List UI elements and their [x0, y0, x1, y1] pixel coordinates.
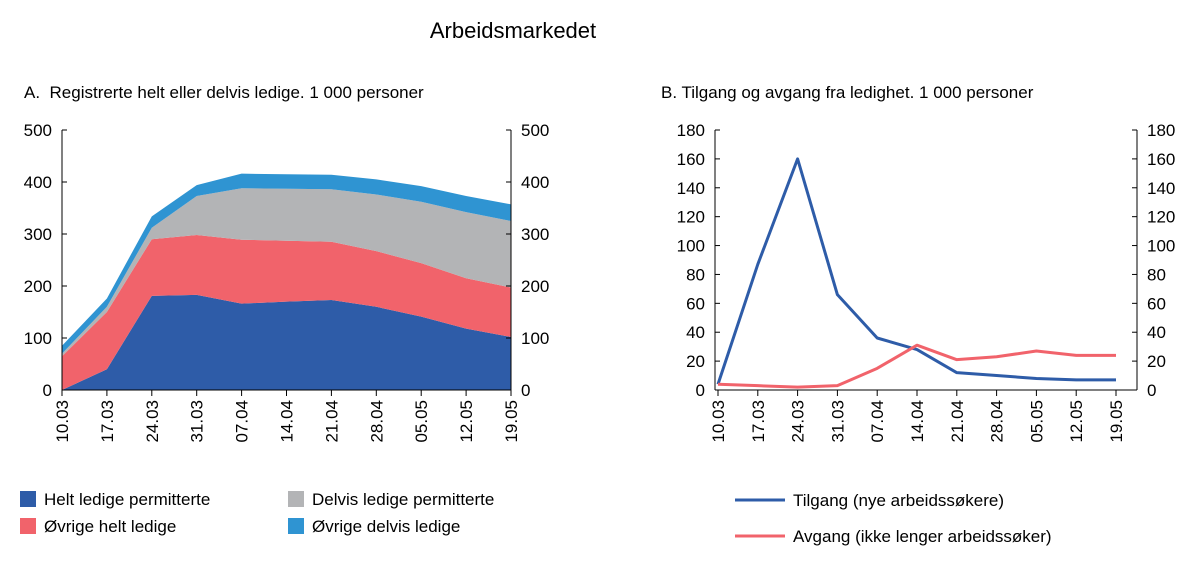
y-tick-label-left: 0 [43, 381, 52, 400]
x-tick-label: 14.04 [908, 400, 927, 443]
panel-a-title: A. Registrerte helt eller delvis ledige.… [24, 83, 424, 102]
legend-item-a-3: Delvis ledige permitterte [288, 490, 494, 509]
line-series [716, 157, 1116, 389]
y-tick-label-right: 40 [1147, 323, 1166, 342]
x-tick-label: 12.05 [1067, 400, 1086, 443]
y-tick-label-right: 180 [1147, 121, 1175, 140]
y-tick-label-left: 140 [677, 179, 705, 198]
y-tick-label-left: 200 [24, 277, 52, 296]
y-tick-label-left: 300 [24, 225, 52, 244]
x-tick-label: 24.03 [789, 400, 808, 443]
y-tick-label-right: 500 [521, 121, 549, 140]
legend-label: Delvis ledige permitterte [312, 490, 494, 509]
legend-label: Helt ledige permitterte [44, 490, 210, 509]
y-tick-label-left: 180 [677, 121, 705, 140]
area-series-1 [62, 294, 511, 390]
y-tick-label-right: 100 [1147, 237, 1175, 256]
legend-swatch [20, 491, 36, 507]
x-tick-label: 12.05 [457, 400, 476, 443]
legend-label: Øvrige helt ledige [44, 517, 176, 536]
y-tick-label-left: 60 [686, 294, 705, 313]
y-tick-label-right: 0 [1147, 381, 1156, 400]
x-tick-label: 21.04 [948, 400, 967, 443]
legend-label: Avgang (ikke lenger arbeidssøker) [793, 527, 1052, 546]
x-tick-label: 14.04 [278, 400, 297, 443]
y-tick-label-right: 60 [1147, 294, 1166, 313]
x-tick-label: 05.05 [412, 400, 431, 443]
y-tick-label-left: 40 [686, 323, 705, 342]
x-tick-label: 05.05 [1027, 400, 1046, 443]
x-tick-label: 24.03 [143, 400, 162, 443]
axes: 0 0 20 20 40 40 60 60 80 80 100 100 120 120 140 140 160 1… [677, 121, 1176, 443]
legend-item-b-1: Tilgang (nye arbeidssøkere) [735, 491, 1004, 510]
panel-a-chart: 0 0 100 100 200 200 300 300 400 400 500 500 10.03 17.… [24, 121, 550, 443]
y-tick-label-right: 20 [1147, 352, 1166, 371]
x-tick-label: 17.03 [749, 400, 768, 443]
y-tick-label-right: 140 [1147, 179, 1175, 198]
y-tick-label-left: 20 [686, 352, 705, 371]
x-tick-label: 07.04 [868, 400, 887, 443]
panel-b-title: B. Tilgang og avgang fra ledighet. 1 000… [661, 83, 1034, 102]
legend-label: Tilgang (nye arbeidssøkere) [793, 491, 1004, 510]
y-tick-label-right: 300 [521, 225, 549, 244]
y-tick-label-left: 80 [686, 265, 705, 284]
legend-item-b-2: Avgang (ikke lenger arbeidssøker) [735, 527, 1052, 546]
y-tick-label-right: 400 [521, 173, 549, 192]
y-tick-label-right: 200 [521, 277, 549, 296]
line-series-2 [717, 343, 1116, 389]
y-tick-label-left: 0 [696, 381, 705, 400]
legend-swatch [288, 518, 304, 534]
x-tick-label: 07.04 [233, 400, 252, 443]
x-tick-label: 19.05 [1107, 400, 1126, 443]
x-tick-label: 31.03 [188, 400, 207, 443]
area-series-3 [62, 188, 511, 357]
legend-label: Øvrige delvis ledige [312, 517, 460, 536]
legend-item-a-1: Helt ledige permitterte [20, 490, 210, 509]
y-tick-label-left: 100 [24, 329, 52, 348]
y-tick-label-left: 500 [24, 121, 52, 140]
stacked-areas [62, 173, 511, 390]
panel-b-legend: Tilgang (nye arbeidssøkere) Avgang (ikke … [735, 491, 1052, 546]
y-tick-label-left: 160 [677, 150, 705, 169]
y-tick-label-right: 160 [1147, 150, 1175, 169]
legend-swatch [20, 518, 36, 534]
x-tick-label: 31.03 [828, 400, 847, 443]
x-tick-label: 17.03 [98, 400, 117, 443]
legend-swatch [288, 491, 304, 507]
panel-b-chart: 0 0 20 20 40 40 60 60 80 80 100 100 120 120 140 140 160 1… [677, 121, 1176, 443]
y-tick-label-left: 400 [24, 173, 52, 192]
x-tick-label: 19.05 [502, 400, 521, 443]
x-tick-label: 28.04 [367, 400, 386, 443]
x-tick-label: 28.04 [988, 400, 1007, 443]
y-tick-label-left: 120 [677, 208, 705, 227]
figure-title: Arbeidsmarkedet [430, 18, 596, 43]
axes: 0 0 100 100 200 200 300 300 400 400 500 500 10.03 17.… [24, 121, 550, 443]
y-tick-label-right: 100 [521, 329, 549, 348]
y-tick-label-left: 100 [677, 237, 705, 256]
y-tick-label-right: 0 [521, 381, 530, 400]
legend-item-a-4: Øvrige delvis ledige [288, 517, 460, 536]
x-tick-label: 10.03 [709, 400, 728, 443]
legend-item-a-2: Øvrige helt ledige [20, 517, 176, 536]
y-tick-label-right: 120 [1147, 208, 1175, 227]
y-tick-label-right: 80 [1147, 265, 1166, 284]
x-tick-label: 10.03 [53, 400, 72, 443]
panel-a-legend: Helt ledige permitterte Øvrige helt ledig… [20, 490, 494, 536]
line-series-1 [716, 157, 1116, 385]
area-series-2 [62, 235, 511, 390]
x-tick-label: 21.04 [322, 400, 341, 443]
